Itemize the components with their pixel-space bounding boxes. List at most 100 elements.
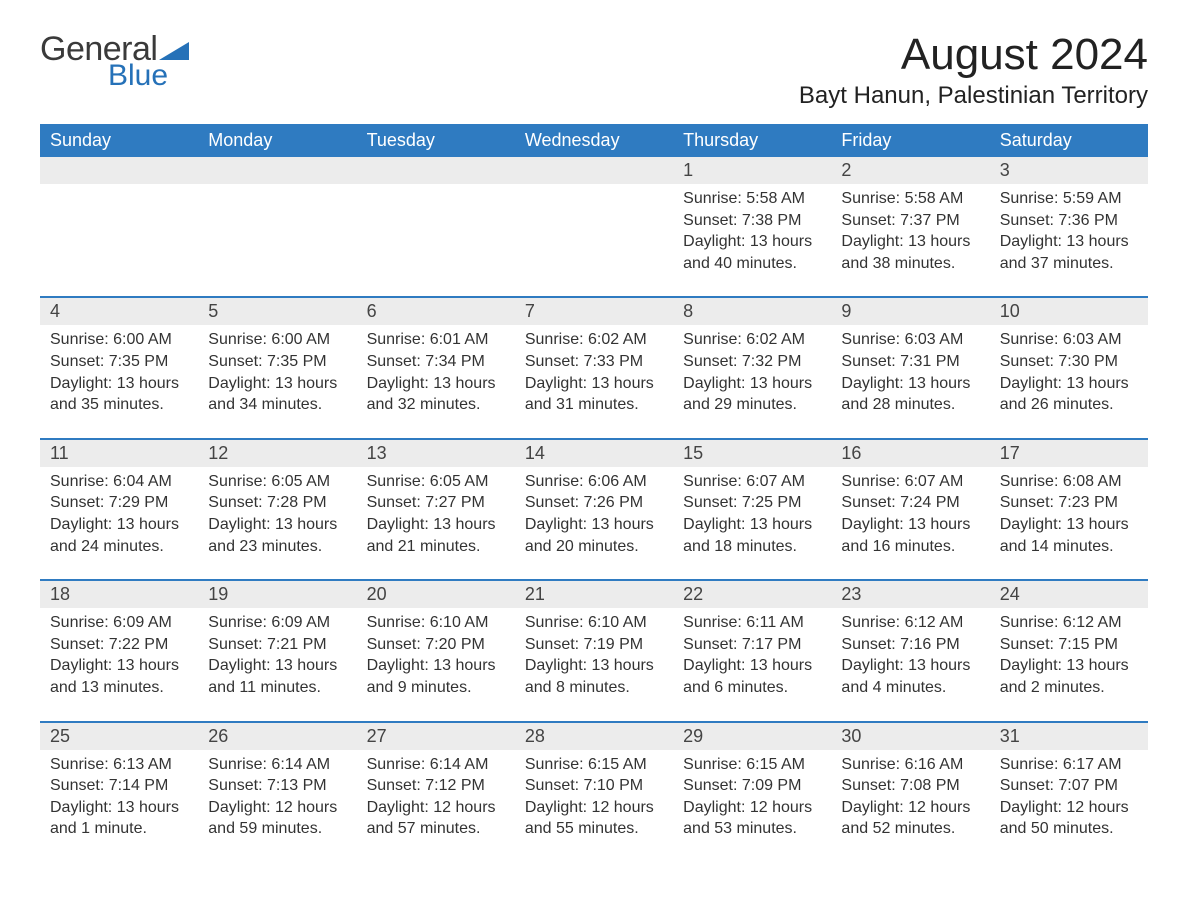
day-number: 29 — [673, 723, 831, 750]
day-details: Sunrise: 6:12 AMSunset: 7:15 PMDaylight:… — [990, 608, 1148, 720]
day-number — [40, 157, 198, 184]
weekday-sunday: Sunday — [40, 124, 198, 157]
weekday-monday: Monday — [198, 124, 356, 157]
daylight-line: Daylight: 12 hours and 52 minutes. — [841, 797, 979, 840]
day-details: Sunrise: 6:09 AMSunset: 7:21 PMDaylight:… — [198, 608, 356, 720]
sunrise-line: Sunrise: 6:05 AM — [208, 471, 346, 493]
sunrise-line: Sunrise: 6:13 AM — [50, 754, 188, 776]
day-details — [515, 184, 673, 296]
month-title: August 2024 — [799, 30, 1148, 80]
sunrise-line: Sunrise: 6:11 AM — [683, 612, 821, 634]
daylight-line: Daylight: 13 hours and 1 minute. — [50, 797, 188, 840]
daylight-line: Daylight: 13 hours and 23 minutes. — [208, 514, 346, 557]
day-number — [198, 157, 356, 184]
day-details: Sunrise: 6:10 AMSunset: 7:20 PMDaylight:… — [357, 608, 515, 720]
sunset-line: Sunset: 7:22 PM — [50, 634, 188, 656]
sunset-line: Sunset: 7:15 PM — [1000, 634, 1138, 656]
daylight-line: Daylight: 12 hours and 53 minutes. — [683, 797, 821, 840]
daylight-line: Daylight: 12 hours and 50 minutes. — [1000, 797, 1138, 840]
day-number: 16 — [831, 440, 989, 467]
daylight-line: Daylight: 12 hours and 59 minutes. — [208, 797, 346, 840]
day-details: Sunrise: 6:05 AMSunset: 7:28 PMDaylight:… — [198, 467, 356, 579]
day-number: 12 — [198, 440, 356, 467]
sunrise-line: Sunrise: 6:07 AM — [683, 471, 821, 493]
daylight-line: Daylight: 13 hours and 32 minutes. — [367, 373, 505, 416]
day-number: 1 — [673, 157, 831, 184]
daylight-line: Daylight: 13 hours and 18 minutes. — [683, 514, 821, 557]
sunset-line: Sunset: 7:29 PM — [50, 492, 188, 514]
day-details: Sunrise: 6:15 AMSunset: 7:10 PMDaylight:… — [515, 750, 673, 862]
daylight-line: Daylight: 13 hours and 37 minutes. — [1000, 231, 1138, 274]
sunset-line: Sunset: 7:26 PM — [525, 492, 663, 514]
sunset-line: Sunset: 7:10 PM — [525, 775, 663, 797]
sunrise-line: Sunrise: 6:16 AM — [841, 754, 979, 776]
day-details: Sunrise: 6:14 AMSunset: 7:12 PMDaylight:… — [357, 750, 515, 862]
sunrise-line: Sunrise: 6:04 AM — [50, 471, 188, 493]
daylight-line: Daylight: 12 hours and 55 minutes. — [525, 797, 663, 840]
day-number: 19 — [198, 581, 356, 608]
week-row: 11121314151617Sunrise: 6:04 AMSunset: 7:… — [40, 438, 1148, 579]
day-details: Sunrise: 5:58 AMSunset: 7:37 PMDaylight:… — [831, 184, 989, 296]
day-number: 23 — [831, 581, 989, 608]
weekday-friday: Friday — [831, 124, 989, 157]
sunset-line: Sunset: 7:13 PM — [208, 775, 346, 797]
sunset-line: Sunset: 7:17 PM — [683, 634, 821, 656]
sunset-line: Sunset: 7:25 PM — [683, 492, 821, 514]
daylight-line: Daylight: 13 hours and 13 minutes. — [50, 655, 188, 698]
day-details: Sunrise: 6:01 AMSunset: 7:34 PMDaylight:… — [357, 325, 515, 437]
sunrise-line: Sunrise: 6:00 AM — [50, 329, 188, 351]
day-number: 5 — [198, 298, 356, 325]
weekday-saturday: Saturday — [990, 124, 1148, 157]
weekday-tuesday: Tuesday — [357, 124, 515, 157]
day-details: Sunrise: 6:07 AMSunset: 7:24 PMDaylight:… — [831, 467, 989, 579]
daylight-line: Daylight: 13 hours and 34 minutes. — [208, 373, 346, 416]
day-number: 17 — [990, 440, 1148, 467]
sunset-line: Sunset: 7:20 PM — [367, 634, 505, 656]
page-header: General Blue August 2024 Bayt Hanun, Pal… — [40, 30, 1148, 110]
day-details: Sunrise: 6:15 AMSunset: 7:09 PMDaylight:… — [673, 750, 831, 862]
daylight-line: Daylight: 13 hours and 4 minutes. — [841, 655, 979, 698]
day-details — [40, 184, 198, 296]
title-block: August 2024 Bayt Hanun, Palestinian Terr… — [799, 30, 1148, 110]
calendar-body: 1 23 Sunrise: 5:58 AMSunset: 7:38 PMDaylig… — [40, 157, 1148, 862]
daylight-line: Daylight: 13 hours and 38 minutes. — [841, 231, 979, 274]
location-subtitle: Bayt Hanun, Palestinian Territory — [799, 82, 1148, 110]
day-number: 18 — [40, 581, 198, 608]
sunset-line: Sunset: 7:16 PM — [841, 634, 979, 656]
daylight-line: Daylight: 13 hours and 24 minutes. — [50, 514, 188, 557]
sunset-line: Sunset: 7:36 PM — [1000, 210, 1138, 232]
sunset-line: Sunset: 7:38 PM — [683, 210, 821, 232]
day-number: 25 — [40, 723, 198, 750]
daylight-line: Daylight: 13 hours and 16 minutes. — [841, 514, 979, 557]
sunset-line: Sunset: 7:35 PM — [208, 351, 346, 373]
day-details: Sunrise: 6:03 AMSunset: 7:31 PMDaylight:… — [831, 325, 989, 437]
daylight-line: Daylight: 13 hours and 14 minutes. — [1000, 514, 1138, 557]
day-number: 20 — [357, 581, 515, 608]
daytext-row: Sunrise: 5:58 AMSunset: 7:38 PMDaylight:… — [40, 184, 1148, 296]
sunset-line: Sunset: 7:33 PM — [525, 351, 663, 373]
day-details: Sunrise: 6:13 AMSunset: 7:14 PMDaylight:… — [40, 750, 198, 862]
day-details: Sunrise: 6:05 AMSunset: 7:27 PMDaylight:… — [357, 467, 515, 579]
sunset-line: Sunset: 7:31 PM — [841, 351, 979, 373]
week-row: 25262728293031Sunrise: 6:13 AMSunset: 7:… — [40, 721, 1148, 862]
sunrise-line: Sunrise: 6:06 AM — [525, 471, 663, 493]
daylight-line: Daylight: 13 hours and 40 minutes. — [683, 231, 821, 274]
sunrise-line: Sunrise: 6:09 AM — [50, 612, 188, 634]
sunset-line: Sunset: 7:27 PM — [367, 492, 505, 514]
day-details — [357, 184, 515, 296]
logo-text-blue: Blue — [108, 59, 189, 93]
sunrise-line: Sunrise: 6:03 AM — [841, 329, 979, 351]
daylight-line: Daylight: 13 hours and 8 minutes. — [525, 655, 663, 698]
daylight-line: Daylight: 13 hours and 21 minutes. — [367, 514, 505, 557]
sunrise-line: Sunrise: 6:12 AM — [1000, 612, 1138, 634]
day-number: 6 — [357, 298, 515, 325]
sunrise-line: Sunrise: 6:12 AM — [841, 612, 979, 634]
daylight-line: Daylight: 13 hours and 26 minutes. — [1000, 373, 1138, 416]
daynum-band: 45678910 — [40, 298, 1148, 325]
sunrise-line: Sunrise: 6:08 AM — [1000, 471, 1138, 493]
day-number: 28 — [515, 723, 673, 750]
sunset-line: Sunset: 7:19 PM — [525, 634, 663, 656]
sunrise-line: Sunrise: 5:59 AM — [1000, 188, 1138, 210]
day-details: Sunrise: 6:16 AMSunset: 7:08 PMDaylight:… — [831, 750, 989, 862]
day-number: 9 — [831, 298, 989, 325]
